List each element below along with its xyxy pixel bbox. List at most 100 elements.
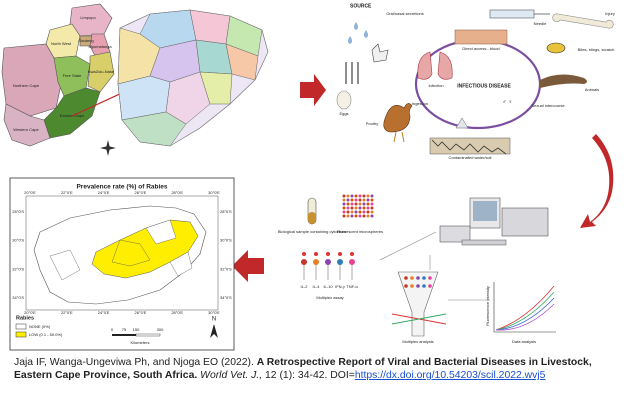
north-arrow [210,324,218,338]
sphere [346,206,350,210]
y-tick-label: 28°0'S [12,209,24,214]
label: Sexual intercourse [531,103,565,108]
scale-label: 300 [157,327,164,332]
sphere [366,202,370,206]
funnel-bead [422,284,426,288]
label: Bites, stings, scratch [578,47,615,52]
funnel-bead [422,276,426,280]
funnel-bead [428,276,432,280]
sphere [362,210,366,214]
funnel-bead [410,284,414,288]
sphere [370,214,374,218]
sphere [342,194,346,198]
sphere [346,198,350,202]
icon-cutlery [345,62,359,84]
province-map: Limpopo North West Gauteng Mpumalanga No… [1,3,269,156]
icon-microspheres [342,194,374,218]
sphere [350,210,354,214]
citation-authors: Jaja IF, Wanga-Ungeviwa Ph, and Njoga EO… [14,357,254,368]
region-none [169,251,193,277]
citation-doi-link[interactable]: https://dx.doi.org/10.54203/scil.2022.wv… [354,370,546,381]
bead-cap [338,252,342,256]
sphere [354,206,358,210]
x-tick-label: 28°0'E [171,310,183,315]
bead-label: IL-10 [323,284,333,289]
sphere [370,206,374,210]
province-label: Mpumalanga [88,44,112,49]
bead-cap [302,252,306,256]
label: Biological sample containing cytokines [278,229,346,234]
icon-soil [429,137,511,155]
icon-hands [371,43,389,63]
sphere [362,194,366,198]
sphere [354,202,358,206]
map-title: Prevalence rate (%) of Rabies [76,184,167,191]
sphere [354,194,358,198]
sphere [350,206,354,210]
label: Fluorescence intensity [485,286,490,326]
sphere [358,210,362,214]
citation-title: A Retrospective Report of Viral and Bact… [14,357,592,381]
bead-label: IL-4 [313,284,321,289]
icon-animal [540,74,587,88]
flow-arrow [300,74,326,106]
x-tick-label: 22°0'E [61,310,73,315]
label: Injury [605,11,615,16]
label: Eggs [339,111,348,116]
sphere [354,214,358,218]
sphere [342,206,346,210]
funnel-bead [404,284,408,288]
icon-egg [336,90,352,110]
center-label: INFECTIOUS DISEASE [457,83,511,89]
bead-label: TNF-α [346,284,358,289]
icon-tube-sample [308,212,316,224]
disease-diagram: SOURCE INFECTIOUS DISEASE Oral/nasal sec… [334,0,634,162]
map-inner-frame [25,195,219,311]
province [3,103,51,147]
label: Multiplex assay [316,295,343,300]
district [121,111,187,147]
funnel-beads [404,276,432,288]
x-tick-label: 28°0'E [171,190,183,195]
sphere [342,210,346,214]
icon-droplets [348,22,368,44]
assay-panel: Biological sample containing cytokines F… [278,194,556,344]
sphere [350,214,354,218]
flow-arrow [580,134,614,228]
sphere [358,198,362,202]
sphere [370,198,374,202]
district [199,71,233,105]
prevalence-map: Prevalence rate (%) of Rabies 20°0'E20°0… [9,177,235,351]
bead [313,259,319,265]
bead-cap [314,252,318,256]
citation-journal: World Vet. J., [200,370,263,381]
bead [325,259,331,265]
sphere [342,198,346,202]
sphere [366,194,370,198]
province-label: Gauteng [78,38,93,43]
sphere [350,198,354,202]
label: Data analysis [512,339,536,344]
sphere [358,194,362,198]
sphere [354,198,358,202]
label: Oral/nasal secretions [386,11,424,16]
region-none [145,219,177,245]
x-tick-label: 30°0'E [208,310,220,315]
icon-analyzer [501,207,549,237]
sphere [358,214,362,218]
bead [349,259,355,265]
legend-swatch [15,323,27,330]
sphere [342,214,346,218]
icon-poultry [383,103,413,133]
sphere [362,198,366,202]
label: Contaminated water/soil [449,155,492,160]
sphere [362,214,366,218]
icon-lungs [417,51,453,80]
sphere [362,206,366,210]
funnel-bead [416,276,420,280]
citation-doi-label: DOI= [330,370,355,381]
label: Ingestion [412,101,428,106]
icon-skin [454,29,508,45]
